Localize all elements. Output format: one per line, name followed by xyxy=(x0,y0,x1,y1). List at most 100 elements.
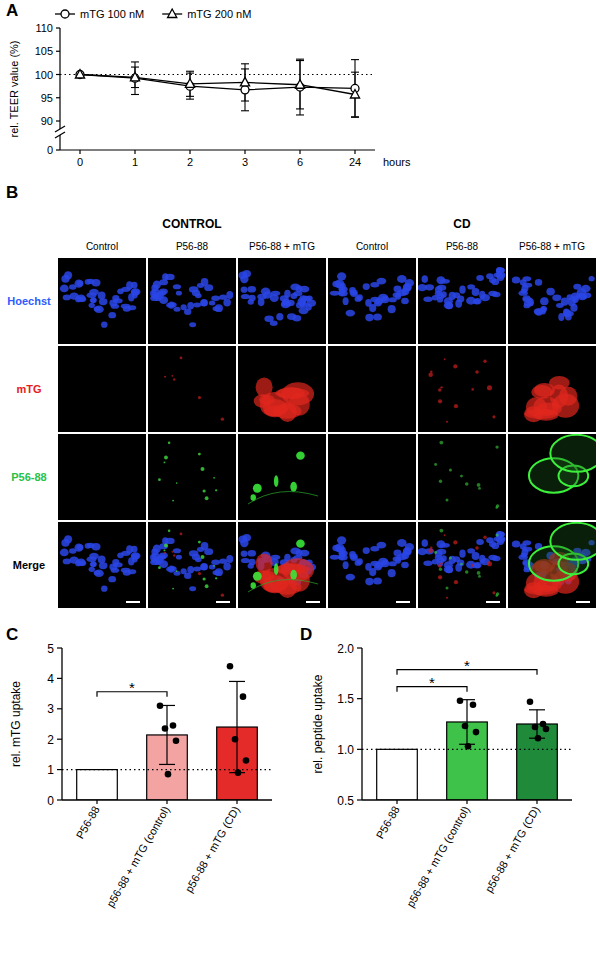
nucleus xyxy=(159,543,168,549)
scale-bar xyxy=(216,601,230,603)
mtg-signal xyxy=(430,371,432,373)
mtg-signal xyxy=(483,536,486,539)
mtg-signal xyxy=(454,580,458,584)
peptide-signal xyxy=(164,544,168,548)
nucleus xyxy=(200,564,207,571)
error-cap xyxy=(296,114,304,115)
error-cap xyxy=(296,108,304,109)
micrograph xyxy=(58,258,146,344)
y-tick-label: 95 xyxy=(41,92,53,104)
x-tick xyxy=(354,150,355,154)
nucleus xyxy=(423,560,432,566)
nucleus xyxy=(111,568,120,573)
peptide-signal xyxy=(439,441,443,445)
data-point xyxy=(457,697,464,704)
row-label: Merge xyxy=(13,559,45,571)
nucleus xyxy=(132,291,138,298)
nucleus xyxy=(74,280,83,288)
peptide-signal xyxy=(201,555,205,559)
nucleus xyxy=(524,301,534,307)
y-tick xyxy=(56,74,60,75)
nucleus xyxy=(290,547,300,554)
error-cap xyxy=(296,60,304,61)
nucleus xyxy=(189,286,199,292)
peptide-signal xyxy=(248,580,318,593)
nucleus xyxy=(94,570,101,575)
nucleus xyxy=(476,539,484,545)
micrograph xyxy=(238,258,326,344)
peptide-signal xyxy=(434,551,437,554)
y-axis-title: rel. TEER value (%) xyxy=(8,41,20,138)
micrograph-background xyxy=(418,346,506,432)
marker xyxy=(240,77,249,86)
nucleus xyxy=(98,555,106,563)
error-cap xyxy=(351,117,359,118)
nucleus xyxy=(90,562,97,567)
y-tick xyxy=(56,27,60,28)
nucleus xyxy=(212,306,220,311)
peptide-signal xyxy=(164,549,166,551)
mtg-signal xyxy=(444,534,446,536)
data-point xyxy=(232,736,239,743)
micrograph xyxy=(418,258,506,344)
nucleus xyxy=(435,550,443,558)
nucleus xyxy=(546,288,555,296)
peptide-signal xyxy=(460,563,463,566)
data-point xyxy=(235,769,242,776)
mtg-signal xyxy=(471,564,474,567)
mtg-signal xyxy=(428,373,433,378)
error-cap xyxy=(131,61,139,62)
axis-break xyxy=(55,126,65,132)
mtg-signal xyxy=(430,547,432,549)
nucleus xyxy=(150,295,159,301)
peptide-signal xyxy=(205,584,209,588)
nucleus xyxy=(435,286,443,294)
nucleus xyxy=(365,578,373,586)
nucleus xyxy=(422,275,428,283)
nucleus xyxy=(200,300,207,307)
nucleus xyxy=(209,565,216,570)
nucleus xyxy=(492,292,501,298)
micrograph-background xyxy=(58,434,146,520)
nucleus xyxy=(187,302,194,309)
nucleus xyxy=(247,550,256,557)
nucleus xyxy=(290,283,300,290)
y-tick xyxy=(56,149,60,150)
nucleus xyxy=(111,304,120,309)
nucleus xyxy=(63,295,71,301)
nucleus xyxy=(521,289,527,294)
y-axis xyxy=(361,648,362,800)
panel-bar: D0.51.01.52.0rel. peptide uptakeP56-88p5… xyxy=(300,625,572,909)
mtg-signal xyxy=(446,597,448,599)
nucleus xyxy=(346,310,356,317)
nucleus xyxy=(176,555,182,560)
nucleus xyxy=(131,546,138,553)
x-tick-label: P56-88 xyxy=(374,804,402,841)
nucleus xyxy=(123,306,131,312)
scale-bar xyxy=(126,601,140,603)
nucleus xyxy=(193,302,201,307)
y-tick-label: 0 xyxy=(47,794,54,808)
nucleus xyxy=(423,296,432,302)
nucleus xyxy=(373,577,382,584)
mtg-signal xyxy=(487,385,492,390)
nucleus xyxy=(94,306,104,313)
nucleus xyxy=(467,284,475,289)
group-title: CD xyxy=(453,217,471,231)
error-cap xyxy=(131,94,139,95)
data-point xyxy=(527,698,534,705)
panel-letter: C xyxy=(6,625,18,644)
error-cap xyxy=(296,59,304,60)
y-tick-label: 90 xyxy=(41,115,53,127)
nucleus xyxy=(241,551,248,557)
mtg-signal xyxy=(524,585,558,595)
micrograph xyxy=(328,258,416,344)
mtg-signal xyxy=(438,575,442,579)
nucleus xyxy=(441,291,447,297)
x-tick xyxy=(536,800,537,804)
error-cap xyxy=(131,67,139,68)
peptide-signal xyxy=(449,556,452,559)
peptide-signal xyxy=(495,445,498,448)
nucleus xyxy=(117,552,124,558)
legend-label: mTG 100 nM xyxy=(80,8,144,20)
